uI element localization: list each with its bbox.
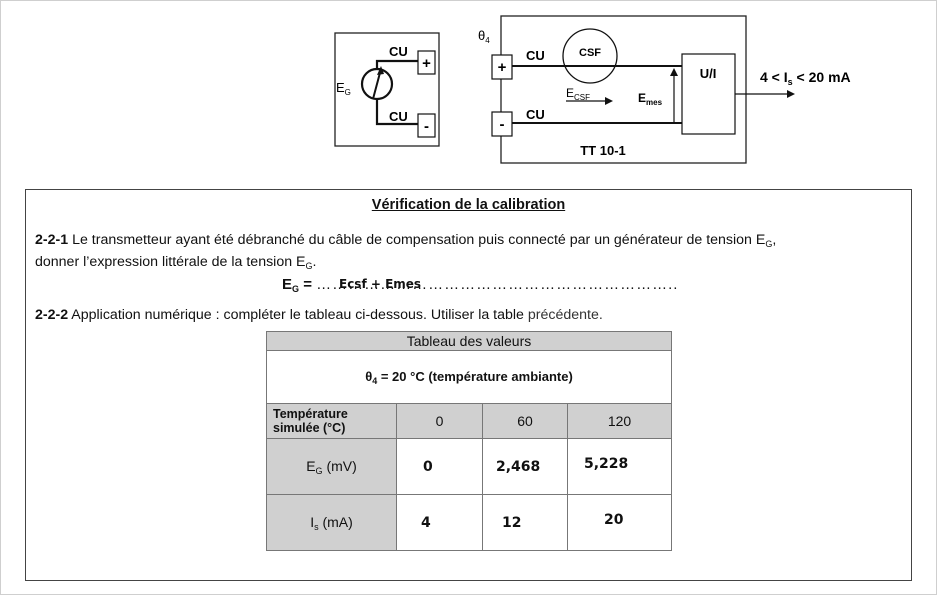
csf-circle: [562, 28, 618, 84]
theta4-label: θ4: [478, 28, 490, 45]
question-2-2-1: 2-2-1 Le transmetteur ayant été débranch…: [35, 232, 777, 271]
section-title: Vérification de la calibration: [371, 197, 566, 213]
output-range-label: 4 < Is < 20 mA: [760, 69, 851, 87]
eg-value-cell[interactable]: 5,228: [567, 438, 672, 495]
answer-line[interactable]: …………………………………………………………..: [316, 276, 679, 293]
generator-cu-top: CU: [389, 44, 408, 59]
is-value-cell[interactable]: 12: [482, 494, 568, 551]
question-number: 2-2-1: [35, 232, 69, 248]
eg-row-header: EG (mV): [266, 438, 397, 495]
answer-text: Ecsf + Emes: [339, 277, 422, 291]
transmitter-plus-label: +: [498, 59, 507, 76]
question-number: 2-2-2: [35, 307, 69, 323]
is-value-cell[interactable]: 20: [567, 494, 672, 551]
is-row-header: Is (mA): [266, 494, 397, 551]
generator-wire-top: [375, 59, 418, 69]
table-title: Tableau des valeurs: [266, 331, 672, 351]
transmitter-cu-top: CU: [526, 48, 545, 63]
generator-plus-terminal: [417, 50, 436, 75]
generator-minus-terminal: [417, 113, 436, 138]
eg-formula: EG = …………………………………………………………..: [282, 276, 679, 294]
temperature-header: Température simulée (°C): [266, 403, 397, 439]
calibration-section: Vérification de la calibration 2-2-1 Le …: [25, 189, 912, 581]
transmitter-minus-label: -: [500, 116, 505, 133]
temp-cell: 120: [567, 403, 672, 439]
is-value-cell[interactable]: 4: [396, 494, 483, 551]
temp-cell: 60: [482, 403, 568, 439]
eg-value-cell[interactable]: 2,468: [482, 438, 568, 495]
generator-cu-bottom: CU: [389, 109, 408, 124]
transmitter-cu-bottom: CU: [526, 107, 545, 122]
circuit-diagram: + - CU CU EG θ4 + - CU CU CSF ECSF Emes …: [334, 15, 851, 164]
generator-plus-label: +: [422, 55, 431, 72]
question-2-2-2: 2-2-2 Application numérique : compléter …: [35, 307, 603, 323]
transmitter-name: TT 10-1: [580, 143, 626, 158]
values-table: Tableau des valeurs θ4 = 20 °C (températ…: [266, 331, 672, 551]
csf-label: CSF: [579, 47, 601, 59]
ui-converter-box: [681, 53, 736, 135]
generator-minus-label: -: [424, 118, 429, 135]
emes-label: Emes: [638, 91, 663, 107]
table-condition: θ4 = 20 °C (température ambiante): [266, 350, 672, 404]
eg-value-cell[interactable]: 0: [396, 438, 483, 495]
ui-label: U/I: [700, 66, 717, 81]
ecsf-label: ECSF: [566, 86, 590, 102]
generator-wire-bottom: [375, 99, 418, 126]
generator-eg-label: EG: [336, 80, 351, 97]
temp-cell: 0: [396, 403, 483, 439]
